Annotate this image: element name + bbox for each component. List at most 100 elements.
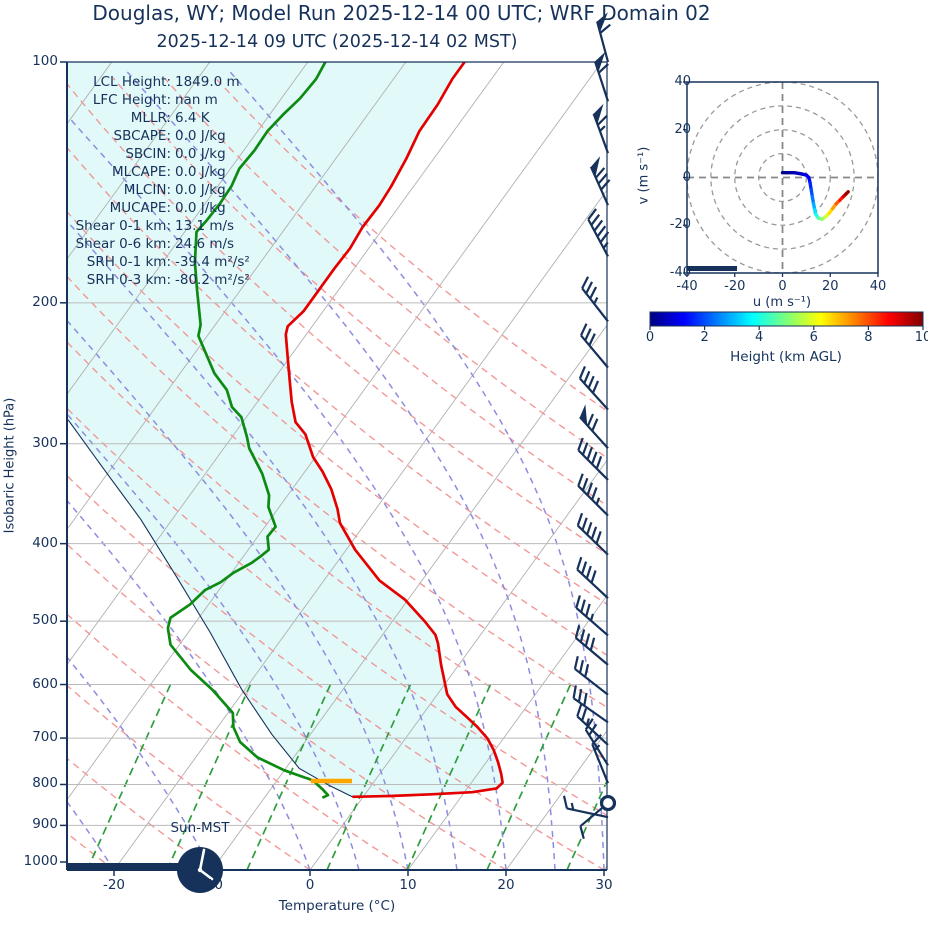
dry-adiabat [112, 77, 607, 507]
hodograph-plot-area [687, 82, 878, 273]
moist-adiabat [67, 656, 213, 870]
stat-label: Shear 0-1 km: [75, 218, 171, 234]
isotherm [211, 324, 607, 870]
stat-row: MUCAPE: 0.0 J/kg [67, 199, 250, 217]
wind-barb [572, 685, 609, 724]
stat-row: LCL Height: 1849.0 m [67, 73, 250, 91]
stat-label: MUCAPE: [109, 200, 171, 216]
stat-row: MLCIN: 0.0 J/kg [67, 181, 250, 199]
isotherm [309, 459, 607, 870]
hodograph-u-axis-label: u (m s⁻¹) [752, 295, 812, 310]
colorbar-tick-label: 6 [809, 330, 818, 345]
y-tick-label: 700 [32, 729, 58, 746]
colorbar-tick-label: 8 [864, 330, 873, 345]
mixing-ratio-line [647, 684, 731, 870]
stat-value: 1849.0 m [175, 74, 240, 90]
stat-value: 6.4 K [175, 110, 210, 126]
y-tick-label: 600 [32, 675, 58, 692]
wind-barb [579, 794, 617, 840]
night-period-bar [68, 863, 190, 870]
stat-label: MLCIN: [123, 182, 171, 198]
stat-row: SRH 0-3 km: -80.2 m²/s² [67, 271, 250, 289]
stat-row: MLLR: 6.4 K [67, 109, 250, 127]
y-tick-label: 800 [32, 775, 58, 792]
wind-barb [596, 12, 611, 63]
wind-barb [575, 595, 609, 637]
isotherm [67, 62, 603, 801]
dry-adiabat [67, 275, 607, 709]
wind-barb [576, 556, 609, 600]
hodograph-y-tick-label: -20 [669, 217, 691, 233]
wind-barb [587, 208, 610, 257]
skewt-plot-area [67, 62, 731, 870]
stat-value: -39.4 m²/s² [175, 254, 250, 270]
hodograph-night-bar [687, 266, 737, 271]
isotherm [505, 730, 607, 870]
wind-barb [577, 473, 609, 517]
stat-value: 0.0 J/kg [175, 146, 226, 162]
colorbar-tick-label: 2 [700, 330, 709, 345]
hodograph-x-tick-label: 40 [869, 279, 887, 294]
moist-adiabat [67, 220, 458, 870]
moist-adiabat [124, 69, 556, 870]
isotherm [407, 594, 607, 870]
stat-label: SBCIN: [125, 146, 171, 162]
dry-adiabat [67, 210, 607, 656]
hodograph-y-tick-label: 40 [674, 74, 691, 89]
colorbar [649, 311, 924, 327]
stat-value: 0.0 J/kg [175, 164, 226, 180]
mixing-ratio-line [326, 683, 412, 870]
sun-clock-label: Sun-MST [170, 820, 230, 836]
wind-barb [578, 366, 609, 411]
stat-label: LFC Height: [92, 92, 171, 108]
wind-barbs [562, 12, 617, 840]
x-tick-label: 20 [497, 877, 515, 893]
stat-label: MLCAPE: [111, 164, 171, 180]
wind-barb [562, 795, 609, 819]
x-tick-label: 0 [305, 877, 315, 893]
wind-barb [593, 51, 610, 102]
stat-value: 24.6 m/s [175, 236, 235, 252]
page-title: Douglas, WY; Model Run 2025-12-14 00 UTC… [92, 1, 711, 25]
x-tick-label: 10 [399, 877, 417, 893]
stat-row: Shear 0-1 km: 13.1 m/s [67, 217, 250, 235]
y-tick-label: 200 [32, 293, 58, 310]
pressure-axis-label: Isobaric Height (hPa) [2, 397, 18, 534]
temperature-axis-label: Temperature (°C) [278, 898, 396, 914]
isotherm [113, 189, 607, 870]
colorbar-tick-label: 10 [914, 330, 928, 345]
stats-panel: LCL Height: 1849.0 m LFC Height: nan m MLLR:… [67, 73, 250, 289]
y-tick-label: 300 [32, 434, 58, 451]
wind-barb [573, 656, 609, 696]
stat-label: SRH 0-1 km: [86, 254, 171, 270]
stat-row: LFC Height: nan m [67, 91, 250, 109]
stat-row: SBCIN: 0.0 J/kg [67, 145, 250, 163]
isotherm [67, 62, 211, 260]
isotherm [67, 62, 505, 666]
hodograph-y-tick-label: -40 [669, 265, 691, 280]
stat-label: MLLR: [130, 110, 171, 126]
stat-row: MLCAPE: 0.0 J/kg [67, 163, 250, 181]
stat-row: SRH 0-1 km: -39.4 m²/s² [67, 253, 250, 271]
hodograph-ring [710, 105, 855, 250]
y-tick-label: 1000 [23, 853, 58, 869]
x-tick-label: -20 [102, 877, 126, 893]
colorbar-tick-label: 4 [755, 330, 764, 345]
dry-adiabat [214, 77, 607, 412]
parcel-profile-line [67, 419, 353, 798]
dewpoint-profile-line [166, 62, 330, 799]
stat-row: SBCAPE: 0.0 J/kg [67, 127, 250, 145]
stat-row: Shear 0-6 km: 24.6 m/s [67, 235, 250, 253]
x-tick-label: -10 [200, 877, 224, 893]
wind-barb [574, 625, 609, 666]
wind-barb [579, 404, 609, 450]
hodograph-x-tick-label: 0 [778, 279, 787, 294]
wind-barb [592, 103, 610, 154]
mixing-ratio-line [166, 683, 252, 870]
stat-label: LCL Height: [93, 74, 171, 90]
colorbar-label: Height (km AGL) [730, 349, 842, 365]
stat-value: 0.0 J/kg [175, 128, 226, 144]
y-tick-label: 500 [32, 612, 58, 629]
